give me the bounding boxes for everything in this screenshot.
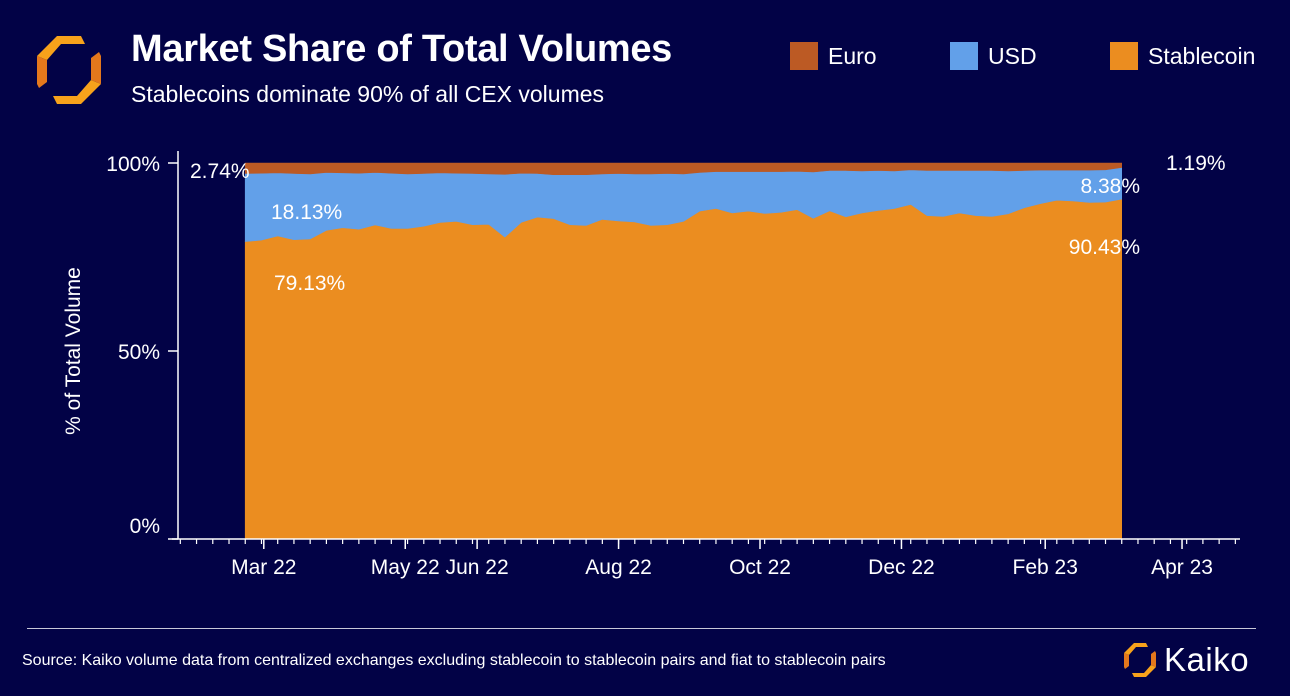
y-axis-label: % of Total Volume [62,267,85,435]
data-labels: 2.74% 18.13% 79.13% 1.19% 8.38% 90.43% [190,152,1226,295]
y-tick-label: 100% [106,153,160,176]
brand-footer: Kaiko [1122,640,1249,680]
legend-item-usd: USD [950,40,1037,72]
kaiko-small-logo-icon [1124,643,1156,677]
data-label-usd-right: 8.38% [1080,175,1140,198]
data-label-stablecoin-right: 90.43% [1069,236,1140,259]
legend-item-euro: Euro [790,40,877,72]
brand-wordmark: Kaiko [1164,641,1250,678]
legend-swatch-euro [790,42,818,70]
area-euro [244,162,1122,175]
y-tick-label: 0% [130,515,160,538]
x-tick-label: Jun 22 [446,556,509,579]
chart-title: Market Share of Total Volumes [131,28,673,70]
area-stablecoin [244,198,1122,540]
x-tick-label: Feb 23 [1013,556,1078,579]
legend-label-usd: USD [988,42,1037,69]
stacked-area-chart: 0% 50% 100% % of Total Volume Mar 22 May 22 Ju… [62,151,1240,579]
x-tick-label: Dec 22 [868,556,935,579]
x-tick-label: Aug 22 [585,556,652,579]
x-tick-label: Mar 22 [231,556,296,579]
chart-subtitle: Stablecoins dominate 90% of all CEX volu… [131,81,605,107]
legend-swatch-usd [950,42,978,70]
legend-item-stablecoin: Stablecoin [1110,40,1255,72]
area-layers [244,162,1122,540]
kaiko-logo-icon [37,36,101,104]
x-tick-label: Apr 23 [1151,556,1213,579]
data-label-euro-right: 1.19% [1166,152,1226,175]
data-label-stablecoin-left: 79.13% [274,272,345,295]
data-label-usd-left: 18.13% [271,201,342,224]
legend-label-euro: Euro [828,42,877,69]
y-tick-label: 50% [118,341,160,364]
source-note: Source: Kaiko volume data from centraliz… [22,652,886,669]
x-tick-label: May 22 [371,556,440,579]
legend-swatch-stablecoin [1110,42,1138,70]
axes: 0% 50% 100% % of Total Volume Mar 22 May 22 Ju… [62,151,1240,579]
data-label-euro-left: 2.74% [190,160,250,183]
x-tick-label: Oct 22 [729,556,791,579]
legend-label-stablecoin: Stablecoin [1148,42,1256,69]
footer-divider [27,628,1256,629]
